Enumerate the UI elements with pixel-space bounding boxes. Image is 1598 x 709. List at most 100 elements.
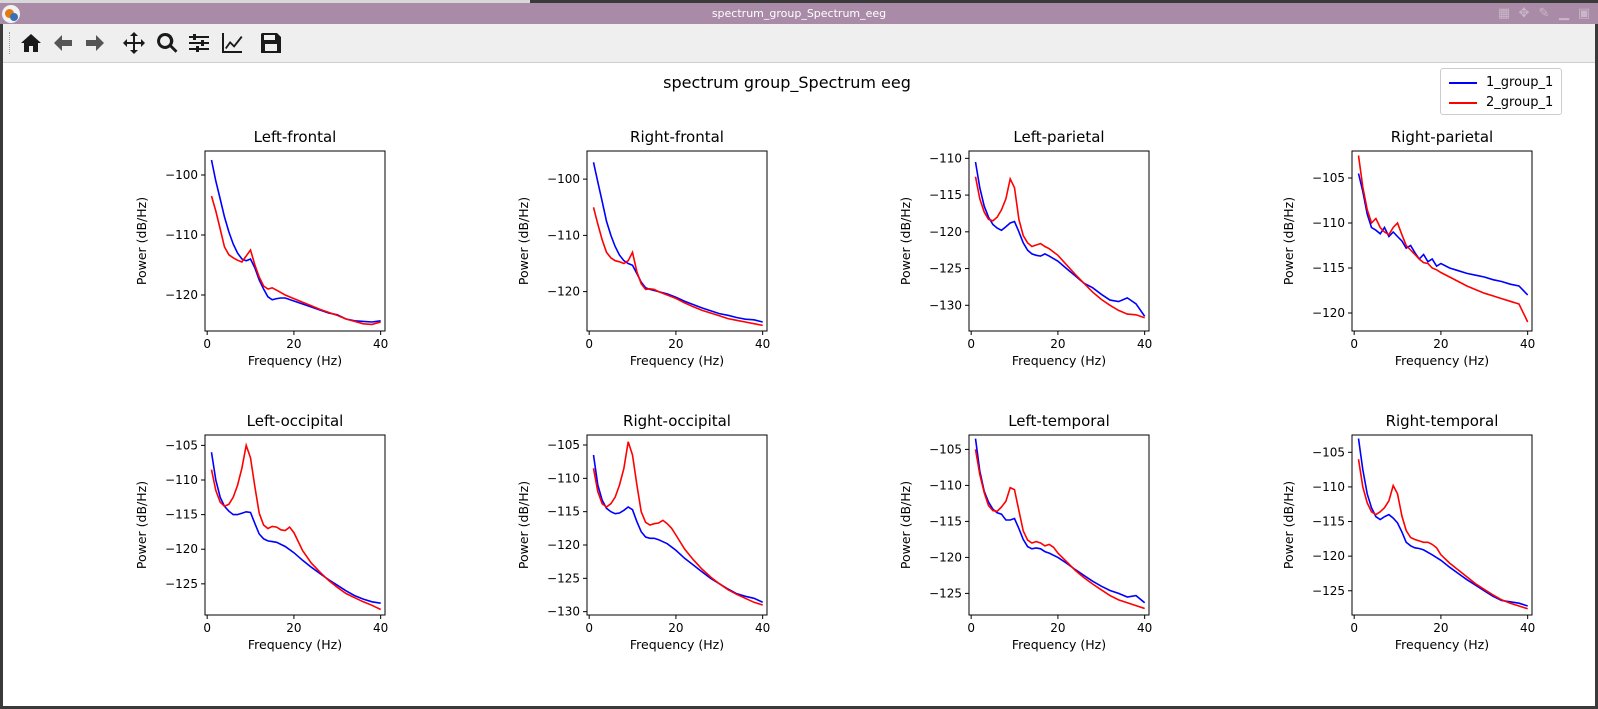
back-button[interactable] bbox=[49, 29, 77, 57]
minimize-icon[interactable]: ▁ bbox=[1559, 6, 1569, 21]
x-axis-label: Frequency (Hz) bbox=[1012, 637, 1106, 652]
x-tick-label: 0 bbox=[1350, 337, 1358, 351]
y-tick-label: −120 bbox=[1312, 306, 1345, 320]
series-line-1_group_1 bbox=[592, 162, 763, 323]
y-tick-label: −105 bbox=[165, 438, 198, 452]
series-line-1_group_1 bbox=[210, 159, 381, 323]
zoom-button[interactable] bbox=[153, 29, 181, 57]
legend-entry-2: 2_group_1 bbox=[1449, 95, 1553, 110]
x-tick-label: 40 bbox=[1137, 337, 1152, 351]
x-tick-label: 0 bbox=[967, 337, 975, 351]
y-tick-label: −125 bbox=[1312, 584, 1345, 598]
x-tick-label: 0 bbox=[585, 621, 593, 635]
figure-canvas[interactable]: spectrum group_Spectrum eeg 1_group_1 2_… bbox=[3, 63, 1595, 706]
figure-title: spectrum group_Spectrum eeg bbox=[663, 73, 911, 92]
y-tick-label: −125 bbox=[929, 586, 962, 600]
x-tick-label: 20 bbox=[1433, 337, 1448, 351]
y-tick-label: −110 bbox=[929, 151, 962, 165]
move-icon[interactable]: ✥ bbox=[1518, 6, 1530, 21]
x-tick-label: 40 bbox=[755, 337, 770, 351]
legend-line-blue bbox=[1449, 81, 1477, 84]
subplot: Right-temporal 0 20 40 −105 −110 −115 −120 −125 F… bbox=[1281, 412, 1535, 652]
y-axis-label: Power (dB/Hz) bbox=[1281, 481, 1296, 569]
y-tick-label: −120 bbox=[165, 542, 198, 556]
y-tick-label: −115 bbox=[929, 514, 962, 528]
series-line-2_group_1 bbox=[210, 195, 381, 326]
window-controls: ▦ ✥ ✎ ▁ ▣ bbox=[1496, 6, 1592, 21]
subplot: Left-temporal 0 20 40 −105 −110 −115 −120 −125 Fr… bbox=[898, 412, 1152, 652]
home-icon bbox=[21, 34, 41, 52]
configure-subplots-button[interactable] bbox=[185, 29, 213, 57]
y-tick-label: −115 bbox=[547, 505, 580, 519]
y-tick-label: −110 bbox=[165, 473, 198, 487]
close-icon[interactable]: ▣ bbox=[1577, 6, 1591, 21]
x-axis-label: Frequency (Hz) bbox=[1012, 353, 1106, 368]
arrow-right-icon bbox=[86, 35, 104, 51]
pan-button[interactable] bbox=[120, 29, 148, 57]
y-tick-label: −120 bbox=[929, 225, 962, 239]
title-bar[interactable]: spectrum_group_Spectrum_eeg ▦ ✥ ✎ ▁ ▣ bbox=[0, 3, 1598, 24]
y-tick-label: −105 bbox=[929, 442, 962, 456]
series-line-1_group_1 bbox=[592, 454, 764, 604]
x-tick-label: 0 bbox=[203, 337, 211, 351]
y-axis-label: Power (dB/Hz) bbox=[516, 481, 531, 569]
y-tick-label: −115 bbox=[1312, 515, 1345, 529]
edit-axes-button[interactable] bbox=[218, 29, 246, 57]
tile-icon[interactable]: ▦ bbox=[1497, 6, 1511, 21]
series-line-2_group_1 bbox=[1357, 155, 1529, 323]
x-tick-label: 0 bbox=[585, 337, 593, 351]
toolbar-grip[interactable] bbox=[9, 32, 12, 54]
y-tick-label: −110 bbox=[165, 228, 198, 242]
subplot-title: Right-parietal bbox=[1391, 128, 1493, 146]
y-tick-label: −110 bbox=[1312, 216, 1345, 230]
x-tick-label: 20 bbox=[1433, 621, 1448, 635]
x-tick-label: 40 bbox=[1137, 621, 1152, 635]
y-tick-label: −100 bbox=[165, 168, 198, 182]
legend-entry-1: 1_group_1 bbox=[1449, 75, 1553, 90]
forward-button[interactable] bbox=[81, 29, 109, 57]
y-tick-label: −100 bbox=[547, 172, 580, 186]
legend-label: 1_group_1 bbox=[1486, 75, 1554, 90]
x-tick-label: 20 bbox=[668, 621, 683, 635]
navigation-toolbar bbox=[3, 24, 1595, 63]
x-tick-label: 20 bbox=[668, 337, 683, 351]
y-tick-label: −120 bbox=[929, 550, 962, 564]
floppy-disk-icon bbox=[261, 33, 281, 53]
series-line-2_group_1 bbox=[1357, 459, 1528, 610]
axes-frame bbox=[586, 150, 768, 332]
subplot-title: Left-frontal bbox=[254, 128, 337, 146]
y-tick-label: −120 bbox=[547, 538, 580, 552]
axes-frame bbox=[586, 434, 768, 616]
series-line-1_group_1 bbox=[1357, 438, 1528, 607]
home-button[interactable] bbox=[17, 29, 45, 57]
axes-frame bbox=[968, 150, 1150, 332]
subplot: Left-parietal 0 20 40 −110 −115 −120 −125 −130 Fr… bbox=[898, 128, 1152, 368]
x-axis-label: Frequency (Hz) bbox=[1395, 353, 1489, 368]
subplot: Right-occipital 0 20 40 −105 −110 −115 −120 −125… bbox=[516, 412, 770, 652]
x-tick-label: 40 bbox=[1520, 621, 1535, 635]
subplot: Left-frontal 0 20 40 −100 −110 −120 Frequency (… bbox=[134, 128, 388, 368]
y-axis-label: Power (dB/Hz) bbox=[898, 481, 913, 569]
axes-frame bbox=[968, 434, 1150, 616]
y-tick-label: −105 bbox=[1312, 445, 1345, 459]
y-tick-label: −125 bbox=[929, 262, 962, 276]
pin-icon[interactable]: ✎ bbox=[1538, 6, 1550, 21]
y-axis-label: Power (dB/Hz) bbox=[1281, 197, 1296, 285]
y-tick-label: −110 bbox=[547, 228, 580, 242]
line-chart-icon bbox=[222, 33, 243, 53]
x-tick-label: 20 bbox=[1050, 337, 1065, 351]
axes-frame bbox=[204, 434, 386, 616]
x-tick-label: 20 bbox=[286, 337, 301, 351]
x-tick-label: 0 bbox=[1350, 621, 1358, 635]
axes-frame bbox=[1351, 150, 1533, 332]
y-tick-label: −120 bbox=[547, 285, 580, 299]
x-tick-label: 20 bbox=[286, 621, 301, 635]
save-button[interactable] bbox=[257, 29, 285, 57]
x-tick-label: 40 bbox=[1520, 337, 1535, 351]
x-axis-label: Frequency (Hz) bbox=[630, 353, 724, 368]
subplot: Left-occipital 0 20 40 −105 −110 −115 −120 −125 F… bbox=[134, 412, 388, 652]
y-axis-label: Power (dB/Hz) bbox=[898, 197, 913, 285]
series-line-2_group_1 bbox=[592, 441, 763, 606]
y-tick-label: −110 bbox=[1312, 480, 1345, 494]
magnifier-icon bbox=[157, 32, 178, 53]
